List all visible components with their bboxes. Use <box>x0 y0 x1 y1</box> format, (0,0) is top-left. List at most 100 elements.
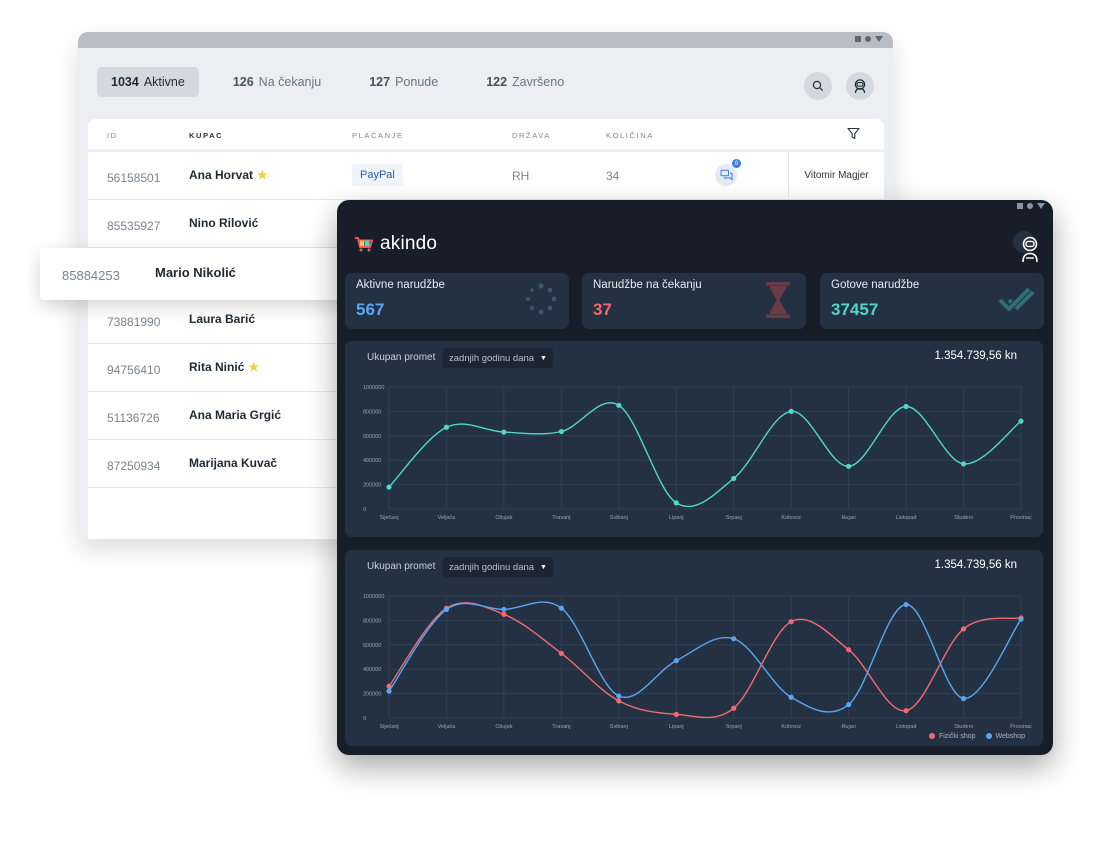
header-customer[interactable]: KUPAC <box>189 131 224 140</box>
stat-card-active[interactable]: Aktivne narudžbe 567 <box>345 273 569 329</box>
tab-offers[interactable]: 127 Ponude <box>355 67 452 97</box>
stat-card-pending[interactable]: Narudžbe na čekanju 37 <box>582 273 806 329</box>
star-icon: ★ <box>257 168 268 182</box>
customer-name-text: Rita Ninić <box>189 360 245 374</box>
data-point <box>731 475 737 482</box>
menu-icon[interactable] <box>1037 203 1045 209</box>
tab-label: Na čekanju <box>258 75 322 89</box>
data-point <box>788 408 794 414</box>
data-point <box>903 403 909 410</box>
data-point <box>558 428 564 435</box>
range-dropdown[interactable]: zadnjih godinu dana ▼ <box>443 348 553 368</box>
astronaut-icon[interactable] <box>1013 230 1045 264</box>
data-point <box>386 484 392 490</box>
highlighted-table-row[interactable]: 85884253 Mario Nikolić <box>40 248 360 300</box>
x-tick-label: Srpanj <box>726 724 742 730</box>
tab-completed[interactable]: 122 Završeno <box>472 67 578 97</box>
order-id: 56158501 <box>107 171 161 185</box>
legend-item[interactable]: Webshop <box>985 733 1025 740</box>
data-point <box>846 463 852 469</box>
maximize-icon[interactable] <box>1027 203 1033 209</box>
menu-icon[interactable] <box>875 36 883 42</box>
search-button[interactable] <box>804 72 832 100</box>
order-id: 85884253 <box>62 268 120 283</box>
double-check-icon <box>998 287 1035 311</box>
minimize-icon[interactable] <box>1017 203 1023 209</box>
filter-icon[interactable] <box>847 127 860 140</box>
tab-active[interactable]: 1034 Aktivne <box>97 67 199 97</box>
chart-grid: 0 200000 400000 600000 800000 1000000 Siječanj… <box>363 594 1032 730</box>
window-controls <box>1017 203 1045 209</box>
stat-card-done[interactable]: Gotove narudžbe 37457 <box>820 273 1044 329</box>
data-point <box>788 694 794 700</box>
x-tick-label: Srpanj <box>726 515 742 521</box>
x-tick-label: Listopad <box>896 724 917 730</box>
y-tick-label: 1000000 <box>363 594 384 600</box>
y-tick-label: 800000 <box>363 618 381 624</box>
brand-logo[interactable]: akindo <box>354 233 437 255</box>
x-tick-label: Siječanj <box>379 724 398 730</box>
stat-label: Narudžbe na čekanju <box>593 279 702 291</box>
order-id: 85535927 <box>107 219 161 233</box>
data-point <box>846 701 852 708</box>
y-tick-label: 800000 <box>363 409 381 415</box>
minimize-icon[interactable] <box>855 36 861 42</box>
data-point <box>960 695 967 702</box>
legend-item[interactable]: Fizički shop <box>928 733 976 740</box>
data-point <box>386 683 392 689</box>
x-tick-label: Prosinac <box>1010 515 1032 521</box>
order-tabs: 1034 Aktivne 126 Na čekanju 127 Ponude 122 Z… <box>97 67 598 97</box>
tab-count: 122 <box>486 75 508 89</box>
y-tick-label: 400000 <box>363 458 381 464</box>
y-tick-label: 200000 <box>363 483 381 489</box>
data-point <box>558 650 564 656</box>
customer-name-text: Ana Horvat <box>189 168 254 182</box>
brand-name: akindo <box>380 233 438 254</box>
order-id: 73881990 <box>107 315 161 329</box>
data-point <box>501 429 507 435</box>
data-point <box>443 424 450 430</box>
stat-label: Aktivne narudžbe <box>356 279 445 291</box>
revenue-chart-card: Ukupan promet zadnjih godinu dana ▼ 1.354… <box>345 341 1043 537</box>
data-point <box>443 606 450 613</box>
x-tick-label: Veljača <box>438 724 457 730</box>
channel-chart-card: Ukupan promet zadnjih godinu dana ▼ 1.354… <box>345 550 1043 746</box>
tab-pending[interactable]: 126 Na čekanju <box>219 67 335 97</box>
data-point <box>616 402 622 408</box>
chat-button[interactable]: 6 <box>715 159 741 186</box>
profile-button[interactable] <box>846 72 874 100</box>
data-point <box>386 688 392 694</box>
data-point <box>673 711 679 717</box>
data-point <box>673 658 679 664</box>
header-quantity[interactable]: KOLIČINA <box>606 131 654 140</box>
dropdown-value: zadnjih godinu dana <box>449 561 535 573</box>
y-tick-label: 600000 <box>363 643 381 649</box>
x-tick-label: Svibanj <box>610 515 628 521</box>
dashboard-window: akindo Aktivne narudžbe 567 Narudžbe na … <box>337 200 1053 755</box>
tab-label: Aktivne <box>143 75 185 89</box>
x-tick-label: Ožujak <box>495 724 512 730</box>
header-id[interactable]: ID <box>107 131 118 140</box>
stat-value: 37457 <box>831 300 879 319</box>
dropdown-value: zadnjih godinu dana <box>449 352 535 364</box>
data-point <box>501 606 507 613</box>
header-payment[interactable]: PLAĆANJE <box>352 131 404 140</box>
range-dropdown[interactable]: zadnjih godinu dana ▼ <box>443 557 553 577</box>
data-point <box>903 601 909 608</box>
stat-value: 37 <box>593 300 612 319</box>
header-country[interactable]: DRŽAVA <box>512 131 551 140</box>
data-point <box>501 611 507 617</box>
chart-legend: Fizički shop Webshop <box>928 733 1025 740</box>
x-tick-label: Travanj <box>552 515 570 521</box>
series-line <box>388 402 1022 508</box>
x-tick-label: Rujan <box>841 515 855 521</box>
chart-title: Ukupan promet <box>367 561 436 572</box>
assignee[interactable]: Vitomir Magjer <box>788 152 884 198</box>
customer-name: Mario Nikolić <box>155 265 236 280</box>
cart-icon <box>355 237 373 252</box>
stat-label: Gotove narudžbe <box>831 279 920 291</box>
table-row[interactable]: 56158501 Ana Horvat ★ PayPal RH 34 6 Vito… <box>88 152 884 200</box>
data-point <box>960 461 967 467</box>
maximize-icon[interactable] <box>865 36 871 42</box>
x-tick-label: Lipanj <box>669 724 684 730</box>
